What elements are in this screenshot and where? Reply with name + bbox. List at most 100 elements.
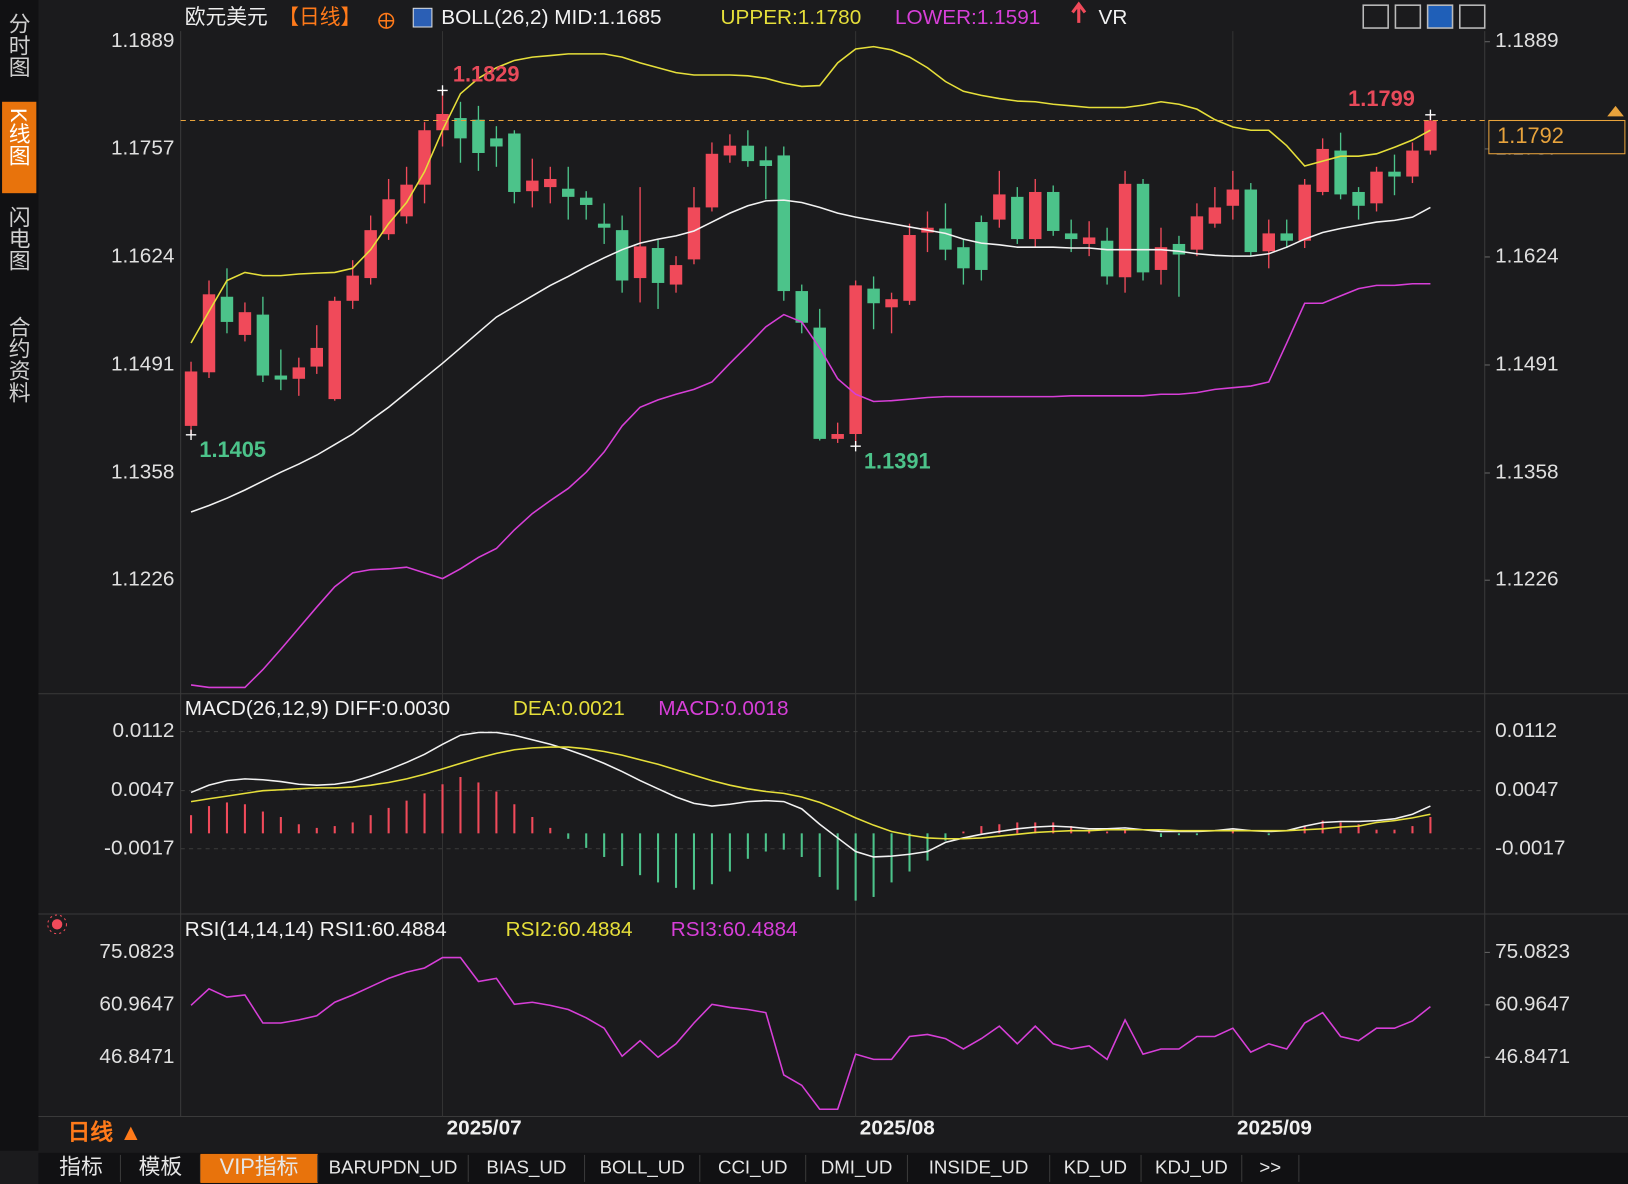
candle-body: [1136, 183, 1150, 273]
sidebar-tab[interactable]: 合约资料: [6, 316, 31, 404]
bottom-tab[interactable]: KDJ_UD: [1155, 1156, 1228, 1178]
candle-body: [1208, 207, 1222, 224]
candle-body: [1226, 189, 1240, 206]
legend-entry: VR: [1098, 6, 1127, 29]
legend-entry: RSI3:60.4884: [671, 918, 798, 941]
candle-body: [1029, 191, 1042, 240]
bottom-tab[interactable]: CCI_UD: [718, 1156, 788, 1178]
legend-entry: LOWER:1.1591: [895, 6, 1040, 29]
y-tick-label-right: 1.1889: [1495, 29, 1558, 52]
high-label: 1.1799: [1348, 86, 1415, 111]
tool-icon[interactable]: [1394, 4, 1422, 29]
candle-body: [544, 178, 557, 188]
legend-entry: BOLL(26,2) MID:1.1685: [441, 6, 661, 29]
candle-body: [993, 194, 1006, 220]
y-tick-label-right: 0.0047: [1495, 778, 1558, 801]
candle-body: [256, 314, 270, 376]
y-tick-label: 1.1491: [111, 352, 174, 375]
extreme-marker: [185, 429, 197, 441]
candle-body: [723, 145, 737, 156]
candle-body: [238, 312, 252, 335]
candle-body: [831, 434, 844, 439]
low-label: 1.1405: [199, 437, 266, 462]
candle-body: [490, 138, 503, 147]
bottom-tab[interactable]: DMI_UD: [821, 1156, 893, 1178]
candle-body: [1262, 233, 1275, 252]
candle-body: [741, 145, 755, 162]
candle-body: [759, 160, 773, 166]
sidebar-tab[interactable]: 闪电图: [6, 206, 31, 272]
y-tick-label: 75.0823: [99, 940, 174, 963]
bottom-tab[interactable]: BARUPDN_UD: [329, 1156, 458, 1178]
tool-icon[interactable]: [1459, 4, 1486, 29]
y-tick-label: -0.0017: [104, 836, 174, 859]
x-tick-label: 2025/07: [447, 1116, 522, 1139]
candle-body: [310, 347, 324, 367]
candle-body: [1190, 216, 1204, 250]
bottom-tab[interactable]: BIAS_UD: [486, 1156, 566, 1178]
candle-body: [777, 155, 791, 292]
candle-body: [526, 180, 539, 192]
add-icon[interactable]: [378, 12, 395, 29]
y-tick-label: 1.1757: [111, 136, 174, 159]
last-price-box: [1488, 119, 1626, 155]
legend-entry: RSI(14,14,14) RSI1:60.4884: [185, 918, 447, 941]
candle-body: [939, 228, 952, 250]
y-tick-label-right: 46.8471: [1495, 1045, 1570, 1068]
y-tick-label-right: 1.1491: [1495, 352, 1558, 375]
sidebar-tab[interactable]: K线图: [6, 108, 31, 167]
high-label: 1.1829: [453, 62, 520, 87]
boll-line: [190, 199, 1431, 513]
candle-body: [687, 207, 701, 260]
candle-body: [400, 184, 413, 217]
y-tick-label-right: 75.0823: [1495, 940, 1570, 963]
candle-body: [346, 275, 359, 301]
candle-body: [579, 197, 593, 205]
macd-line: [190, 746, 1431, 840]
candle-body: [562, 188, 575, 197]
y-tick-label: 1.1226: [111, 568, 174, 591]
y-tick-label-right: 1.1624: [1495, 244, 1558, 267]
bottom-tab[interactable]: VIP指标: [220, 1154, 299, 1179]
toolbar: [1362, 4, 1486, 29]
candle-body: [1370, 171, 1383, 204]
legend-entry: DEA:0.0021: [513, 697, 625, 720]
bottom-tab[interactable]: 模板: [139, 1154, 183, 1179]
bottom-tab[interactable]: INSIDE_UD: [929, 1156, 1029, 1178]
legend-entry: RSI2:60.4884: [506, 918, 633, 941]
period-footer[interactable]: 日线 ▲: [67, 1119, 142, 1145]
candle-body: [597, 223, 611, 228]
candle-body: [849, 285, 862, 435]
boll-line: [190, 45, 1431, 344]
price-arrow: [1607, 105, 1624, 117]
candle-body: [202, 294, 216, 373]
legend-entry: MACD:0.0018: [658, 697, 788, 720]
indicator-icon[interactable]: [412, 7, 433, 28]
y-tick-label-right: 0.0112: [1495, 719, 1557, 742]
candle-body: [1334, 150, 1347, 195]
candle-body: [885, 299, 898, 308]
candle-body: [957, 247, 970, 269]
candle-body: [1298, 184, 1311, 241]
instrument-title: 欧元美元: [185, 6, 268, 29]
legend-entry: MACD(26,12,9) DIFF:0.0030: [185, 697, 450, 720]
candle-body: [1280, 233, 1293, 241]
candle-body: [813, 327, 826, 439]
y-tick-label: 1.1889: [111, 29, 174, 52]
sidebar-tab[interactable]: 分时图: [6, 12, 31, 78]
candle-body: [292, 367, 306, 379]
bottom-tab[interactable]: KD_UD: [1064, 1156, 1127, 1178]
tool-icon[interactable]: [1426, 4, 1454, 29]
bottom-tab[interactable]: 指标: [59, 1154, 103, 1179]
bottom-tab[interactable]: >>: [1259, 1156, 1281, 1177]
extreme-marker: [437, 85, 448, 96]
candle-body: [1388, 171, 1401, 177]
bottom-tab[interactable]: BOLL_UD: [600, 1156, 685, 1178]
y-tick-label-right: 60.9647: [1495, 992, 1570, 1015]
candle-body: [220, 296, 234, 322]
candle-body: [508, 133, 521, 192]
tool-icon[interactable]: [1362, 4, 1389, 29]
